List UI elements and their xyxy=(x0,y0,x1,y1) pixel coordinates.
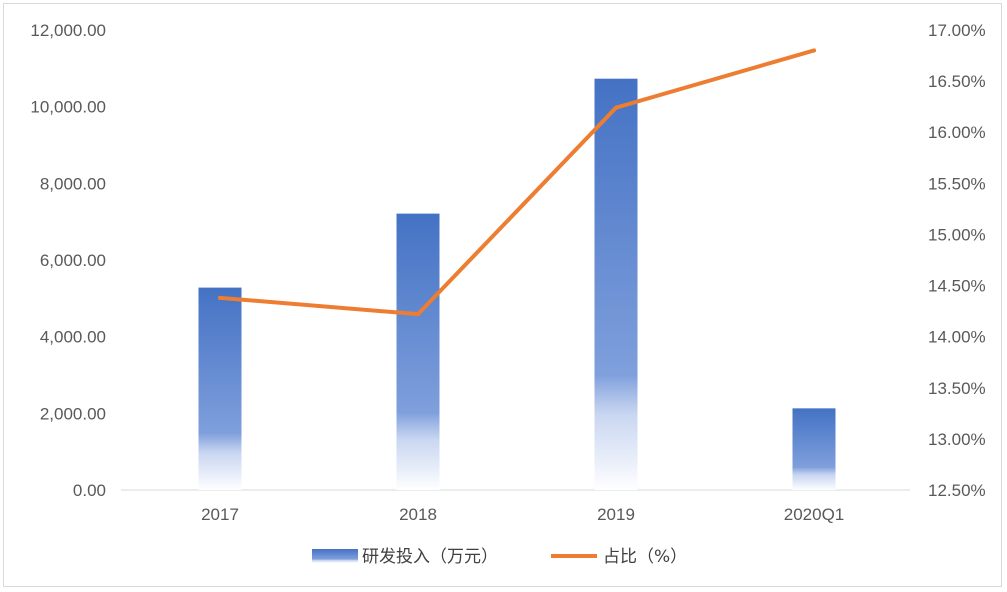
right-tick-label: 16.50% xyxy=(928,72,986,91)
legend-swatch-bar xyxy=(312,549,358,563)
left-tick-label: 10,000.00 xyxy=(30,98,106,117)
left-tick-label: 2,000.00 xyxy=(40,404,106,423)
x-tick-label: 2019 xyxy=(597,505,635,524)
line-point xyxy=(614,105,618,110)
line-point xyxy=(218,295,222,300)
right-axis: 12.50% 13.00% 13.50% 14.00% 14.50% 15.00% 15.5… xyxy=(928,21,986,500)
bar xyxy=(396,213,440,490)
right-tick-label: 12.50% xyxy=(928,481,986,500)
x-tick-label: 2017 xyxy=(201,505,239,524)
x-axis: 2017 2018 2019 2020Q1 xyxy=(201,505,844,524)
left-axis: 0.00 2,000.00 4,000.00 6,000.00 8,000.00 10,0… xyxy=(30,21,106,500)
right-tick-label: 15.00% xyxy=(928,225,986,244)
legend-label-line: 占比（%） xyxy=(603,547,687,567)
line-path xyxy=(218,48,816,317)
left-tick-label: 6,000.00 xyxy=(40,251,106,270)
right-tick-label: 15.50% xyxy=(928,174,986,193)
right-tick-label: 13.50% xyxy=(928,379,986,398)
right-tick-label: 14.50% xyxy=(928,277,986,296)
bar xyxy=(198,287,242,490)
right-tick-label: 17.00% xyxy=(928,21,986,40)
right-tick-label: 13.00% xyxy=(928,430,986,449)
legend: 研发投入（万元） 占比（%） xyxy=(312,547,687,567)
left-tick-label: 4,000.00 xyxy=(40,328,106,347)
line-series xyxy=(218,48,816,317)
left-tick-label: 8,000.00 xyxy=(40,174,106,193)
x-tick-label: 2018 xyxy=(399,505,437,524)
bar xyxy=(594,78,638,490)
line-point xyxy=(416,312,420,317)
left-tick-label: 0.00 xyxy=(73,481,106,500)
line-point xyxy=(812,48,816,53)
right-tick-label: 16.00% xyxy=(928,123,986,142)
left-tick-label: 12,000.00 xyxy=(30,21,106,40)
x-tick-label: 2020Q1 xyxy=(784,505,845,524)
legend-label-bar: 研发投入（万元） xyxy=(362,547,498,567)
right-tick-label: 14.00% xyxy=(928,328,986,347)
bar xyxy=(792,408,836,490)
bar-series xyxy=(198,78,836,490)
